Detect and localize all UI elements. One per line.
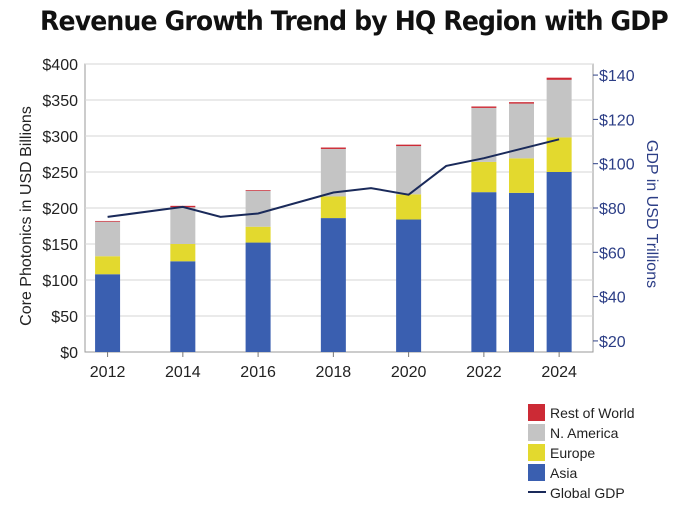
x-tick-label: 2016 [240, 364, 276, 381]
bar-stack-2018 [320, 147, 346, 352]
legend-swatch-rest-of-world [528, 404, 545, 421]
chart-title: Revenue Growth Trend by HQ Region with G… [40, 6, 669, 37]
y-right-tick-label: $80 [599, 201, 626, 218]
bar-segment-europe [509, 158, 535, 193]
y-left-tick-label: $0 [60, 345, 78, 362]
gdp-line [107, 138, 560, 218]
y-left-tick-label: $400 [42, 57, 78, 74]
bar-stack-2024 [546, 77, 572, 352]
y-left-tick-label: $150 [42, 237, 78, 254]
y-left-tick-label: $200 [42, 201, 78, 218]
legend-label-asia: Asia [550, 465, 577, 481]
bar-segment-rest-of-world [471, 106, 497, 108]
bar-segment-asia [546, 172, 572, 352]
legend-label-rest-of-world: Rest of World [550, 405, 635, 421]
bar-segment-rest-of-world [546, 77, 572, 80]
bar-segment-europe [95, 256, 121, 275]
y-right-tick-label: $100 [599, 157, 635, 174]
bar-stack-2012 [95, 220, 121, 352]
x-tick-label: 2024 [541, 364, 577, 381]
bar-segment-asia [396, 219, 422, 352]
bar-stack-2020 [396, 144, 422, 352]
bar-segment-n-america [170, 207, 196, 244]
y-left-tick-label: $250 [42, 165, 78, 182]
bar-segment-n-america [546, 79, 572, 138]
x-tick-label: 2018 [316, 364, 352, 381]
bar-segment-europe [396, 194, 422, 220]
bar-stack-2022 [471, 106, 497, 352]
bar-segment-asia [320, 218, 346, 352]
bar-segment-rest-of-world [509, 102, 535, 104]
y-left-tick-label: $50 [51, 309, 78, 326]
bar-stack-2016 [245, 190, 271, 352]
y-right-tick-label: $40 [599, 290, 626, 307]
bar-segment-asia [170, 261, 196, 352]
bar-stack-2014 [170, 205, 196, 352]
legend-swatch-n-america [528, 424, 545, 441]
bar-segment-n-america [95, 221, 121, 257]
y-right-axis-title: GDP in USD Trillions [643, 140, 660, 288]
x-tick-label: 2020 [391, 364, 427, 381]
bar-segment-n-america [245, 190, 271, 227]
legend-swatch-europe [528, 444, 545, 461]
y-right-tick-label: $20 [599, 334, 626, 351]
y-right-tick-label: $120 [599, 112, 635, 129]
y-right-tick-label: $60 [599, 245, 626, 262]
y-left-tick-label: $100 [42, 273, 78, 290]
bar-segment-asia [245, 242, 271, 352]
bar-segment-rest-of-world [320, 147, 346, 149]
bar-segment-n-america [320, 148, 346, 197]
bar-segment-europe [320, 196, 346, 219]
bar-segment-rest-of-world [396, 144, 422, 147]
bar-segment-asia [509, 192, 535, 352]
legend-swatch-asia [528, 464, 545, 481]
y-right-tick-label: $140 [599, 68, 635, 85]
y-left-tick-label: $300 [42, 129, 78, 146]
legend-label-europe: Europe [550, 445, 595, 461]
y-left-tick-label: $350 [42, 93, 78, 110]
legend-label-global-gdp: Global GDP [550, 485, 625, 501]
bar-segment-europe [245, 226, 271, 243]
bar-segment-europe [471, 161, 497, 193]
bar-segment-asia [471, 192, 497, 352]
y-left-axis-title: Core Photonics in USD Billions [18, 106, 35, 326]
x-tick-label: 2012 [90, 364, 126, 381]
bar-segment-asia [95, 274, 121, 352]
x-tick-label: 2022 [466, 364, 502, 381]
bar-segment-n-america [396, 146, 422, 195]
x-tick-label: 2014 [165, 364, 201, 381]
bar-segment-n-america [471, 107, 497, 162]
bar-segment-europe [170, 244, 196, 262]
legend-label-n-america: N. America [550, 425, 619, 441]
bar-segment-rest-of-world [245, 190, 271, 191]
bar-segment-europe [546, 137, 572, 172]
bar-segment-rest-of-world [95, 220, 121, 222]
bar-stack-2023 [509, 102, 535, 352]
